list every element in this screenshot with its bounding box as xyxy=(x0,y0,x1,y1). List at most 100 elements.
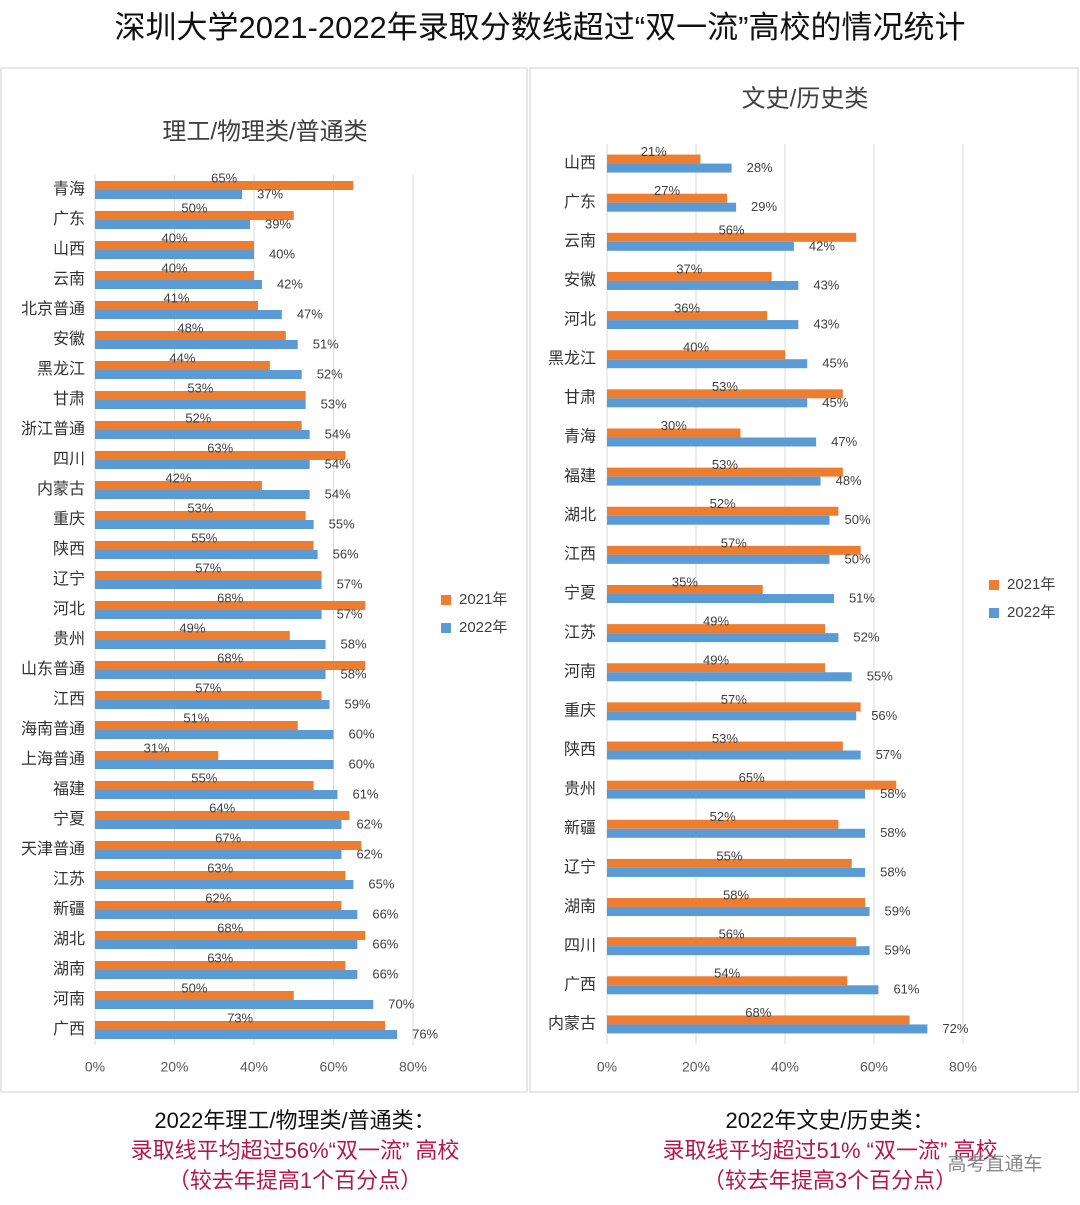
bar xyxy=(95,601,366,610)
value-label: 55% xyxy=(329,516,355,531)
page-title: 深圳大学2021-2022年录取分数线超过“双一流”高校的情况统计 xyxy=(115,10,966,45)
value-label: 43% xyxy=(813,277,839,292)
category-label: 湖南 xyxy=(564,897,596,915)
bar xyxy=(607,1015,910,1025)
bar xyxy=(95,901,342,910)
chart-title: 理工/物理类/普通类 xyxy=(162,118,367,145)
bar xyxy=(95,961,346,970)
value-label: 50% xyxy=(845,551,871,566)
bar xyxy=(95,181,354,190)
value-label: 68% xyxy=(217,650,243,665)
bar xyxy=(607,476,821,486)
bar xyxy=(95,301,258,310)
value-label: 48% xyxy=(177,320,203,335)
category-label: 河北 xyxy=(564,310,596,328)
bar xyxy=(95,661,366,670)
bar xyxy=(607,828,866,838)
bar xyxy=(95,760,334,769)
bar xyxy=(95,361,270,370)
category-label: 福建 xyxy=(564,467,596,485)
value-label: 54% xyxy=(325,486,351,501)
bar xyxy=(607,515,830,525)
value-label: 55% xyxy=(191,530,217,545)
category-label: 重庆 xyxy=(564,702,596,720)
category-label: 江苏 xyxy=(53,870,85,888)
value-label: 52% xyxy=(317,366,343,381)
value-label: 45% xyxy=(822,356,848,371)
bar xyxy=(95,871,346,880)
value-label: 60% xyxy=(349,756,375,771)
x-tick-label: 0% xyxy=(85,1059,105,1075)
x-tick-label: 80% xyxy=(399,1059,427,1075)
category-label: 天津普通 xyxy=(21,840,85,858)
value-label: 58% xyxy=(341,666,367,681)
bar xyxy=(95,811,350,820)
value-label: 68% xyxy=(217,590,243,605)
bar xyxy=(607,232,857,242)
category-label: 重庆 xyxy=(53,510,85,528)
bar xyxy=(95,250,254,259)
value-label: 35% xyxy=(672,574,698,589)
value-label: 49% xyxy=(703,653,729,668)
bar xyxy=(607,271,772,281)
x-tick-label: 20% xyxy=(160,1059,188,1075)
bar xyxy=(95,700,330,709)
value-label: 37% xyxy=(257,186,283,201)
bar xyxy=(95,490,310,499)
bar xyxy=(607,545,861,555)
bar xyxy=(95,1021,386,1030)
legend-swatch xyxy=(441,623,451,633)
category-label: 宁夏 xyxy=(53,810,85,828)
value-label: 48% xyxy=(836,473,862,488)
legend-label: 2021年 xyxy=(1007,576,1055,593)
bar xyxy=(607,428,741,438)
value-label: 53% xyxy=(712,379,738,394)
category-label: 湖北 xyxy=(564,506,596,524)
value-label: 68% xyxy=(745,1005,771,1020)
legend-label: 2022年 xyxy=(1007,604,1055,621)
bar xyxy=(95,220,251,229)
bar xyxy=(95,751,219,760)
category-label: 云南 xyxy=(53,270,85,288)
value-label: 51% xyxy=(313,336,339,351)
bar xyxy=(95,730,334,739)
bar xyxy=(607,320,799,330)
category-label: 黑龙江 xyxy=(37,360,85,378)
bar xyxy=(95,850,342,859)
summary-highlight: 录取线平均超过56%“双一流” 高校 xyxy=(131,1138,460,1163)
legend-label: 2022年 xyxy=(459,619,507,636)
value-label: 58% xyxy=(880,864,906,879)
bar xyxy=(607,789,866,799)
bar xyxy=(95,910,358,919)
value-label: 59% xyxy=(885,943,911,958)
bar xyxy=(95,790,338,799)
bar xyxy=(95,580,322,589)
value-label: 42% xyxy=(277,276,303,291)
value-label: 62% xyxy=(356,816,382,831)
value-label: 56% xyxy=(719,222,745,237)
bar xyxy=(95,391,306,400)
category-label: 陕西 xyxy=(564,741,596,759)
category-label: 上海普通 xyxy=(21,750,85,768)
category-label: 新疆 xyxy=(53,900,85,918)
bar xyxy=(607,359,808,369)
category-label: 辽宁 xyxy=(53,570,85,588)
bar xyxy=(95,550,318,559)
bar xyxy=(95,640,326,649)
category-label: 浙江普通 xyxy=(21,420,85,438)
value-label: 72% xyxy=(942,1021,968,1036)
value-label: 47% xyxy=(831,434,857,449)
value-label: 57% xyxy=(337,576,363,591)
category-label: 江苏 xyxy=(564,623,596,641)
bar xyxy=(95,970,358,979)
value-label: 45% xyxy=(822,395,848,410)
bar xyxy=(95,571,322,580)
value-label: 76% xyxy=(412,1026,438,1041)
value-label: 70% xyxy=(388,996,414,1011)
value-label: 60% xyxy=(349,726,375,741)
watermark: 高考直通车 xyxy=(947,1153,1042,1175)
value-label: 57% xyxy=(195,680,221,695)
value-label: 55% xyxy=(867,669,893,684)
category-label: 辽宁 xyxy=(564,858,596,876)
